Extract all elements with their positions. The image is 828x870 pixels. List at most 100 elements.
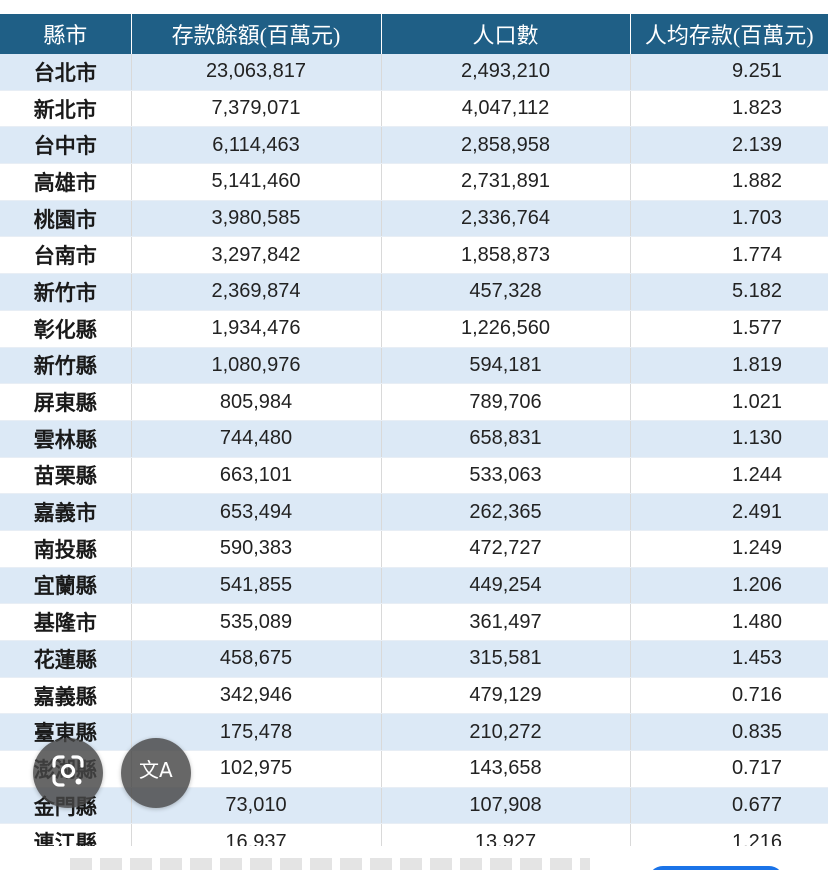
cell-deposit-balance: 458,675 [131,640,382,678]
cell-population: 262,365 [381,493,631,531]
translate-glyph: 文A [139,758,173,782]
cell-per-capita-deposit: 1.819 [630,347,828,385]
cell-population: 2,731,891 [381,163,631,201]
table-row: 雲林縣 744,480 658,831 1.130 [0,420,828,458]
cell-deposit-balance: 175,478 [131,713,382,752]
cell-city: 高雄市 [0,163,132,201]
cell-deposit-balance: 5,141,460 [131,163,382,201]
cell-population: 107,908 [381,787,631,825]
cell-deposit-balance: 23,063,817 [131,54,382,91]
cell-city: 新北市 [0,90,132,128]
cell-per-capita-deposit: 1.249 [630,530,828,568]
cell-population: 449,254 [381,567,631,605]
cell-deposit-balance: 590,383 [131,530,382,568]
cell-per-capita-deposit: 1.453 [630,640,828,678]
cell-deposit-balance: 2,369,874 [131,273,382,311]
cell-population: 315,581 [381,640,631,678]
cell-per-capita-deposit: 5.182 [630,273,828,311]
cell-population: 479,129 [381,677,631,715]
cell-city: 彰化縣 [0,310,132,348]
column-header-deposit-balance: 存款餘額(百萬元) [131,14,382,54]
table-row: 花蓮縣 458,675 315,581 1.453 [0,640,828,678]
cell-city: 台中市 [0,126,132,165]
cell-deposit-balance: 663,101 [131,457,382,495]
cell-population: 2,493,210 [381,54,631,91]
google-lens-button[interactable] [33,738,103,808]
cell-population: 594,181 [381,347,631,385]
cell-population: 1,858,873 [381,236,631,275]
cell-population: 210,272 [381,713,631,752]
column-header-per-capita-deposit: 人均存款(百萬元) [630,14,828,54]
table-row: 台南市 3,297,842 1,858,873 1.774 [0,236,828,275]
page-footer-fragment [0,846,828,870]
cell-per-capita-deposit: 1.244 [630,457,828,495]
cell-per-capita-deposit: 1.823 [630,90,828,128]
table-row: 基隆市 535,089 361,497 1.480 [0,603,828,641]
cell-per-capita-deposit: 1.882 [630,163,828,201]
cell-per-capita-deposit: 1.480 [630,603,828,641]
cell-deposit-balance: 541,855 [131,567,382,605]
column-header-city: 縣市 [0,14,132,54]
table-row: 嘉義市 653,494 262,365 2.491 [0,493,828,531]
cell-deposit-balance: 73,010 [131,787,382,825]
cell-per-capita-deposit: 1.703 [630,200,828,238]
cell-deposit-balance: 805,984 [131,383,382,421]
table-row: 嘉義縣 342,946 479,129 0.716 [0,677,828,715]
cell-city: 台北市 [0,54,132,91]
table-row: 桃園市 3,980,585 2,336,764 1.703 [0,200,828,238]
table-header-row: 縣市 存款餘額(百萬元) 人口數 人均存款(百萬元) [0,14,828,54]
table-row: 新北市 7,379,071 4,047,112 1.823 [0,90,828,128]
table-row: 宜蘭縣 541,855 449,254 1.206 [0,567,828,605]
cell-per-capita-deposit: 1.577 [630,310,828,348]
deposit-table: 縣市 存款餘額(百萬元) 人口數 人均存款(百萬元) 台北市 23,063,817… [0,14,828,862]
cell-per-capita-deposit: 1.774 [630,236,828,275]
table-row: 屏東縣 805,984 789,706 1.021 [0,383,828,421]
cell-population: 533,063 [381,457,631,495]
cell-per-capita-deposit: 0.717 [630,750,828,788]
cropped-action-button[interactable] [648,866,784,870]
table-row: 新竹縣 1,080,976 594,181 1.819 [0,347,828,385]
cell-city: 嘉義市 [0,493,132,531]
cell-city: 宜蘭縣 [0,567,132,605]
cell-population: 1,226,560 [381,310,631,348]
cell-deposit-balance: 535,089 [131,603,382,641]
table-row: 彰化縣 1,934,476 1,226,560 1.577 [0,310,828,348]
table-body: 台北市 23,063,817 2,493,210 9.251 新北市 7,379,071 4… [0,54,828,862]
cell-city: 新竹市 [0,273,132,311]
cell-city: 花蓮縣 [0,640,132,678]
cell-population: 143,658 [381,750,631,788]
cell-per-capita-deposit: 1.206 [630,567,828,605]
column-header-population: 人口數 [381,14,631,54]
cell-deposit-balance: 3,980,585 [131,200,382,238]
cell-city: 嘉義縣 [0,677,132,715]
table-row: 南投縣 590,383 472,727 1.249 [0,530,828,568]
table-row: 新竹市 2,369,874 457,328 5.182 [0,273,828,311]
cell-population: 2,336,764 [381,200,631,238]
table-row: 臺東縣 175,478 210,272 0.835 [0,713,828,752]
cell-population: 457,328 [381,273,631,311]
google-lens-icon [50,753,86,794]
cell-per-capita-deposit: 2.139 [630,126,828,165]
cell-deposit-balance: 6,114,463 [131,126,382,165]
cell-deposit-balance: 744,480 [131,420,382,458]
cell-per-capita-deposit: 0.677 [630,787,828,825]
cell-population: 361,497 [381,603,631,641]
cell-city: 台南市 [0,236,132,275]
translate-icon: 文A [136,753,176,794]
cell-per-capita-deposit: 9.251 [630,54,828,91]
cell-population: 789,706 [381,383,631,421]
cell-city: 新竹縣 [0,347,132,385]
cell-city: 屏東縣 [0,383,132,421]
cell-deposit-balance: 7,379,071 [131,90,382,128]
cell-per-capita-deposit: 1.130 [630,420,828,458]
cell-per-capita-deposit: 1.021 [630,383,828,421]
cell-population: 2,858,958 [381,126,631,165]
cell-per-capita-deposit: 2.491 [630,493,828,531]
cell-population: 4,047,112 [381,90,631,128]
cell-per-capita-deposit: 0.716 [630,677,828,715]
cell-deposit-balance: 342,946 [131,677,382,715]
table-row: 台北市 23,063,817 2,493,210 9.251 [0,54,828,91]
cell-population: 658,831 [381,420,631,458]
translate-button[interactable]: 文A [121,738,191,808]
